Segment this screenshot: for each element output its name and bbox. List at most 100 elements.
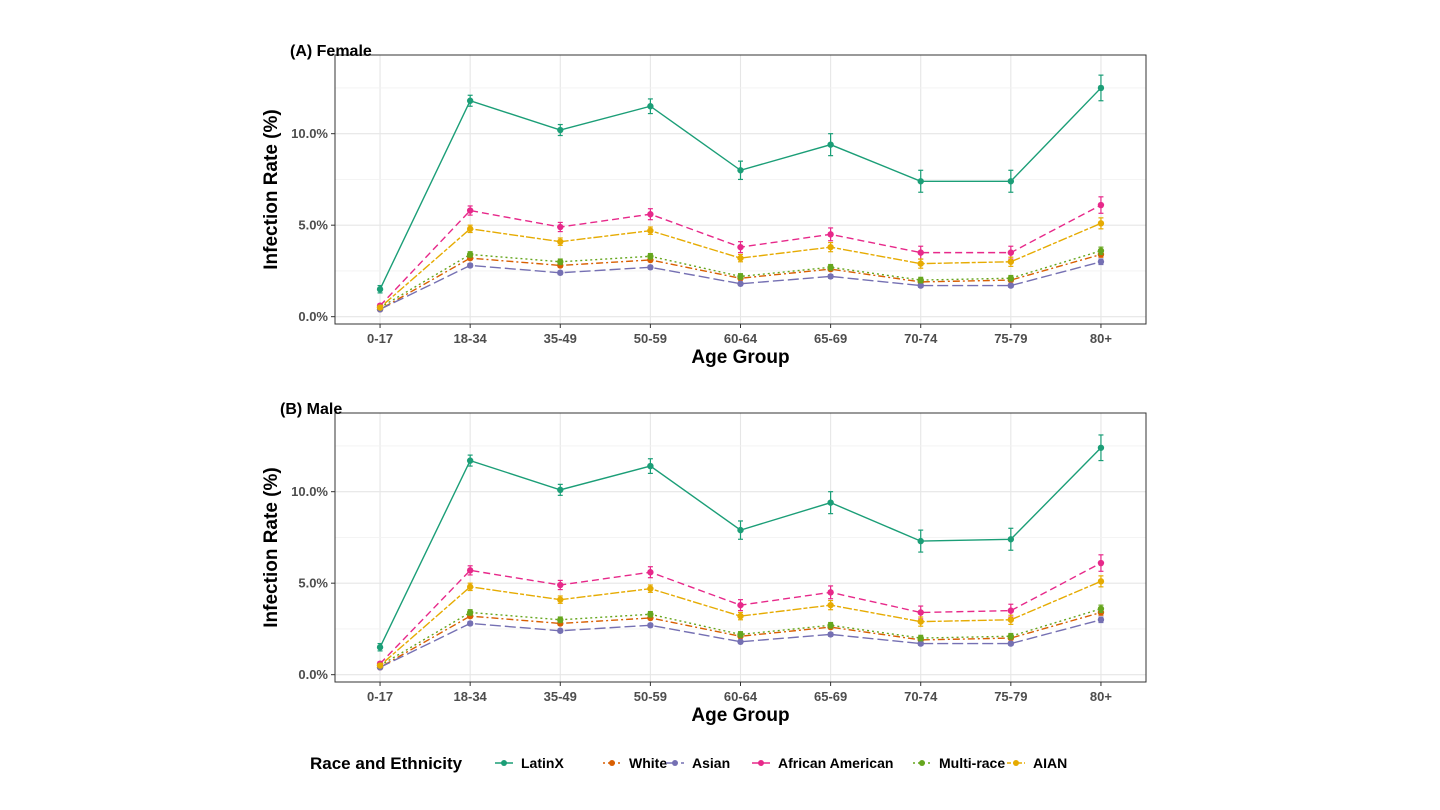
y-axis-title-female: Infection Rate (%): [261, 109, 282, 269]
series-aian-female: [376, 217, 1105, 311]
data-point-latinx-male: [557, 486, 564, 494]
data-point-latinx-female: [376, 286, 384, 293]
data-point-multi-race-male: [647, 611, 654, 618]
x-tick-label-female: 0-17: [367, 331, 393, 346]
y-tick-label-male: 10.0%: [291, 484, 328, 499]
legend-label: Multi-race: [939, 755, 1005, 771]
data-point-latinx-male: [647, 462, 654, 470]
data-point-latinx-female: [1007, 178, 1015, 185]
x-tick-label-female: 65-69: [814, 331, 847, 346]
legend-swatch-point: [501, 760, 507, 766]
data-point-multi-race-female: [827, 264, 834, 271]
x-tick-label-male: 50-59: [634, 689, 667, 704]
data-point-multi-race-female: [1007, 275, 1015, 282]
series-line-asian-male: [379, 619, 1102, 668]
data-point-asian-female: [1007, 282, 1015, 289]
series-latinx-male: [376, 434, 1105, 652]
data-point-asian-female: [466, 262, 474, 269]
panel-female: 0.0% 5.0% 10.0% 0-17 18-34 35-49 50-59 60-64 65…: [261, 43, 1147, 368]
data-point-aian-female: [737, 254, 744, 262]
data-point-multi-race-female: [557, 258, 564, 265]
legend-label: AIAN: [1033, 755, 1067, 771]
data-point-asian-male: [737, 638, 744, 645]
legend-items: LatinX White Asian African American Multi-ra…: [495, 755, 1067, 771]
data-point-latinx-male: [917, 537, 924, 545]
panel-title-female: (A) Female: [290, 43, 372, 60]
x-ticks-male: 0-17 18-34 35-49 50-59 60-64 65-69 70-74 75-79 8…: [367, 682, 1112, 704]
y-tick-label-female: 5.0%: [298, 218, 328, 233]
legend-item-latinx: LatinX: [495, 755, 564, 771]
data-point-asian-male: [1007, 640, 1015, 647]
data-point-latinx-male: [376, 644, 384, 651]
legend-swatch-point: [609, 760, 615, 766]
data-point-latinx-female: [466, 97, 474, 104]
data-point-multi-race-male: [466, 609, 474, 616]
y-ticks-male: 0.0% 5.0% 10.0%: [291, 484, 335, 682]
data-point-latinx-male: [827, 499, 834, 506]
data-point-asian-female: [917, 282, 924, 289]
data-point-multi-race-female: [647, 253, 654, 260]
panel-title-male: (B) Male: [280, 401, 342, 418]
x-axis-title-female: Age Group: [691, 347, 789, 368]
data-point-african-american-male: [647, 569, 654, 576]
legend-item-multi-race: Multi-race: [913, 755, 1005, 771]
x-tick-label-female: 50-59: [634, 331, 667, 346]
data-point-african-american-female: [737, 243, 744, 251]
panel-male: 0.0% 5.0% 10.0% 0-17 18-34 35-49 50-59 60-64 65…: [261, 401, 1147, 726]
x-tick-label-female: 80+: [1090, 331, 1112, 346]
data-point-african-american-female: [557, 223, 564, 231]
data-point-multi-race-female: [1097, 247, 1105, 255]
legend-item-aian: AIAN: [1007, 755, 1067, 771]
data-point-african-american-female: [1007, 249, 1015, 256]
data-point-aian-male: [737, 612, 744, 620]
data-point-latinx-female: [917, 178, 924, 185]
legend-swatch-point: [672, 760, 678, 766]
data-point-asian-male: [1097, 616, 1105, 623]
data-point-multi-race-male: [737, 631, 744, 638]
data-point-african-american-male: [1097, 559, 1105, 567]
data-point-african-american-male: [917, 609, 924, 616]
y-tick-label-female: 0.0%: [298, 309, 328, 324]
data-point-multi-race-female: [466, 251, 474, 258]
x-ticks-female: 0-17 18-34 35-49 50-59 60-64 65-69 70-74 75-79 8…: [367, 324, 1112, 346]
data-point-asian-female: [827, 273, 834, 280]
legend-title: Race and Ethnicity: [310, 754, 463, 773]
x-tick-label-male: 65-69: [814, 689, 847, 704]
data-point-aian-female: [827, 243, 834, 251]
series-african-american-female: [376, 196, 1105, 309]
x-tick-label-female: 70-74: [904, 331, 938, 346]
data-point-african-american-male: [557, 581, 564, 589]
data-point-aian-male: [1007, 616, 1015, 623]
data-point-asian-female: [647, 264, 654, 271]
data-point-latinx-female: [737, 167, 744, 174]
data-point-aian-female: [376, 304, 384, 311]
data-point-aian-male: [1097, 578, 1105, 585]
series-female: [376, 74, 1105, 313]
data-point-latinx-female: [1097, 84, 1105, 92]
data-point-aian-male: [557, 596, 564, 603]
data-point-african-american-female: [466, 207, 474, 214]
data-point-aian-female: [647, 227, 654, 234]
data-point-aian-female: [557, 238, 564, 245]
x-tick-label-female: 35-49: [544, 331, 577, 346]
data-point-african-american-male: [737, 601, 744, 609]
data-point-multi-race-male: [1097, 605, 1105, 613]
data-point-asian-male: [466, 620, 474, 627]
data-point-african-american-male: [1007, 607, 1015, 614]
data-point-asian-female: [737, 280, 744, 287]
x-tick-label-male: 18-34: [454, 689, 488, 704]
data-point-aian-female: [466, 225, 474, 233]
legend-swatch-point: [758, 760, 764, 766]
data-point-latinx-female: [557, 126, 564, 134]
legend-item-african-american: African American: [752, 755, 893, 771]
data-point-aian-male: [376, 662, 384, 669]
data-point-asian-female: [557, 269, 564, 276]
data-point-latinx-female: [647, 103, 654, 110]
legend: Race and Ethnicity LatinX White Asian Afric…: [310, 754, 1067, 773]
data-point-aian-female: [1097, 220, 1105, 227]
data-point-asian-female: [1097, 258, 1105, 265]
x-tick-label-male: 60-64: [724, 689, 758, 704]
data-point-asian-male: [827, 631, 834, 638]
x-tick-label-female: 60-64: [724, 331, 758, 346]
